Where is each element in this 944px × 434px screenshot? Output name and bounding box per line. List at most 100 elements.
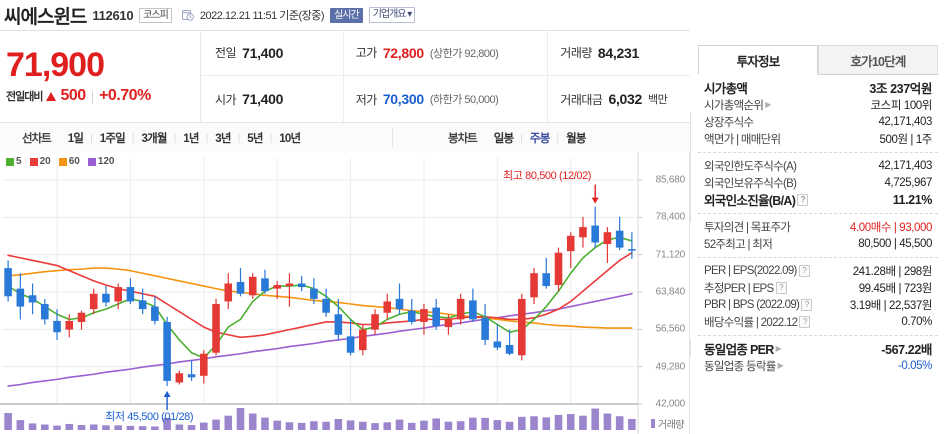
market-badge: 코스피 — [139, 7, 172, 23]
info-label-text: 외국인보유주식수(B) — [704, 177, 797, 190]
prev-close-cell: 전일 71,400 — [201, 30, 343, 76]
header-left-group: 씨에스윈드 112610 코스피 2022.12.21 11:51 기준(장중)… — [4, 0, 416, 30]
tab-1week[interactable]: 1주일 — [99, 133, 126, 145]
divider: | — [90, 88, 95, 104]
chevron-right-icon[interactable]: ▶ — [765, 100, 771, 109]
info-row-value: -0.05% — [897, 359, 932, 372]
basis-time: 2022.12.21 11:51 기준(장중) — [199, 10, 325, 22]
panel-left-divider-2 — [690, 340, 691, 356]
panel-left-divider — [690, 112, 691, 222]
price-change-row: 전일대비 500 | +0.70% — [6, 87, 200, 105]
price-row-bottom: 시가 71,400 저가 70,300 (하한가 50,000) 거래대금 6,… — [201, 76, 690, 122]
open-price-cell: 시가 71,400 — [201, 76, 343, 122]
tab-order-book[interactable]: 호가10단계 — [818, 45, 938, 75]
tab-5years[interactable]: 5년 — [247, 133, 263, 145]
info-row-value: -567.22배 — [881, 343, 932, 357]
info-label-text: PER | EPS(2022.09) — [704, 264, 797, 277]
y-axis-tick: 42,000 — [655, 398, 686, 410]
help-icon[interactable]: ? — [801, 298, 813, 311]
info-row-value: 42,171,403 — [878, 159, 932, 172]
candle-chart-label: 봉차트 — [448, 133, 478, 145]
info-row: PBR | BPS (2022.09)? 3.19배 | 22,537원 — [704, 296, 932, 313]
divider: | — [269, 132, 273, 144]
line-chart-group: 선차트 1일 | 1주일 | 3개월 | 1년 | 3년 | 5년 | 10년 — [22, 123, 307, 153]
price-chart[interactable]: 5 20 60 120 85,680 78,400 71,120 63,840 56,560 4… — [0, 152, 690, 434]
info-row-label: 시가총액 — [704, 78, 748, 97]
info-row: PER | EPS(2022.09)? 241.28배 | 298원 — [704, 262, 932, 279]
info-label-text: 추정PER | EPS — [704, 282, 774, 295]
current-price-block: 71,900 전일대비 500 | +0.70% — [0, 30, 200, 122]
amount-value: 6,032 — [608, 91, 643, 107]
info-row-label: 배당수익률 | 2022.12? — [704, 314, 811, 330]
ma-swatch-20 — [29, 157, 38, 166]
open-value: 71,400 — [242, 91, 284, 107]
info-label-text: 투자의견 | 목표주가 — [704, 221, 791, 234]
chevron-right-icon[interactable]: ▶ — [777, 361, 784, 370]
info-row: 동일업종 PER ▶ -567.22배 — [704, 340, 932, 357]
divider: | — [205, 132, 209, 144]
candlestick-svg — [0, 152, 642, 434]
divider: | — [556, 132, 560, 144]
realtime-badge[interactable]: 실시간 — [330, 7, 363, 23]
help-icon[interactable]: ? — [775, 281, 787, 294]
info-row-label: 추정PER | EPS? — [704, 280, 787, 296]
tab-1day[interactable]: 1일 — [67, 133, 84, 145]
help-icon[interactable]: ? — [799, 315, 811, 328]
info-row: 상장주식수 42,171,403 — [704, 113, 932, 130]
ma-legend-item-120: 120 — [87, 156, 115, 167]
tab-3years[interactable]: 3년 — [215, 133, 231, 145]
ma-label-60: 60 — [68, 156, 80, 167]
info-section-3: PER | EPS(2022.09)? 241.28배 | 298원 추정PER |… — [698, 257, 938, 335]
tab-10years[interactable]: 10년 — [279, 133, 301, 145]
info-label-text: PBR | BPS (2022.09) — [704, 298, 800, 311]
info-row: 외국인보유주식수(B) 4,725,967 — [704, 174, 932, 191]
ma-label-120: 120 — [97, 156, 115, 167]
y-axis-labels: 85,680 78,400 71,120 63,840 56,560 49,280 42,0… — [637, 152, 689, 434]
ma-swatch-60 — [58, 157, 67, 166]
divider: | — [173, 132, 177, 144]
help-icon[interactable]: ? — [797, 193, 809, 206]
info-label-text: 동일업종 PER — [704, 343, 774, 357]
y-axis-tick: 85,680 — [655, 174, 686, 186]
prev-close-label: 전일 — [215, 46, 237, 60]
company-overview-dropdown[interactable]: 기업개요 ▾ — [368, 7, 416, 23]
change-label: 전일대비 — [6, 91, 43, 103]
tab-investment-info[interactable]: 투자정보 — [698, 45, 818, 75]
ma-legend-item-5: 5 — [6, 156, 22, 167]
help-icon[interactable]: ? — [798, 264, 810, 277]
info-row-value: 3.19배 | 22,537원 — [849, 299, 932, 312]
y-axis-tick: 78,400 — [655, 211, 686, 223]
info-section-2: 투자의견 | 목표주가 4.00매수 | 93,000 52주최고 | 최저 80,5… — [698, 213, 938, 257]
info-row-label: 동일업종 PER ▶ — [704, 339, 782, 358]
tab-daily-candle[interactable]: 일봉 — [493, 133, 514, 145]
tab-1year[interactable]: 1년 — [183, 133, 199, 145]
volume-cell: 거래량 84,231 — [547, 29, 690, 76]
low-price-cell: 저가 70,300 (하한가 50,000) — [342, 76, 548, 122]
volume-swatch — [650, 419, 655, 428]
ma-swatch-5 — [6, 157, 14, 166]
stock-code: 112610 — [92, 7, 134, 23]
tab-monthly-candle[interactable]: 월봉 — [566, 133, 586, 145]
price-detail-grid: 전일 71,400 고가 72,800 (상한가 92,800) 거래량 84,… — [200, 29, 690, 122]
info-label-text: 52주최고 | 최저 — [704, 238, 773, 251]
company-overview-label: 기업개요 — [372, 9, 407, 20]
high-price-cell: 고가 72,800 (상한가 92,800) — [342, 29, 548, 76]
y-axis-tick: 71,120 — [655, 249, 686, 261]
info-label-text: 시가총액 — [704, 82, 748, 96]
chevron-right-icon[interactable]: ▶ — [775, 344, 782, 353]
high-label: 고가 — [355, 46, 378, 60]
tab-3months[interactable]: 3개월 — [141, 133, 168, 145]
info-row: 투자의견 | 목표주가 4.00매수 | 93,000 — [704, 218, 932, 235]
info-row-label: 외국인소진율(B/A)? — [704, 190, 809, 209]
ma-legend-item-60: 60 — [58, 156, 80, 167]
info-row-label: 동일업종 등락률 ▶ — [704, 358, 784, 374]
ma-swatch-120 — [87, 157, 96, 166]
info-label-text: 외국인한도주식수(A) — [704, 160, 797, 173]
info-row-label: 투자의견 | 목표주가 — [704, 219, 791, 235]
chart-tab-bar: 선차트 1일 | 1주일 | 3개월 | 1년 | 3년 | 5년 | 10년 … — [0, 122, 690, 154]
tab-weekly-candle[interactable]: 주봉 — [529, 133, 550, 145]
ma-label-20: 20 — [39, 156, 51, 167]
y-axis-tick: 63,840 — [655, 286, 686, 298]
divider: | — [237, 132, 241, 144]
